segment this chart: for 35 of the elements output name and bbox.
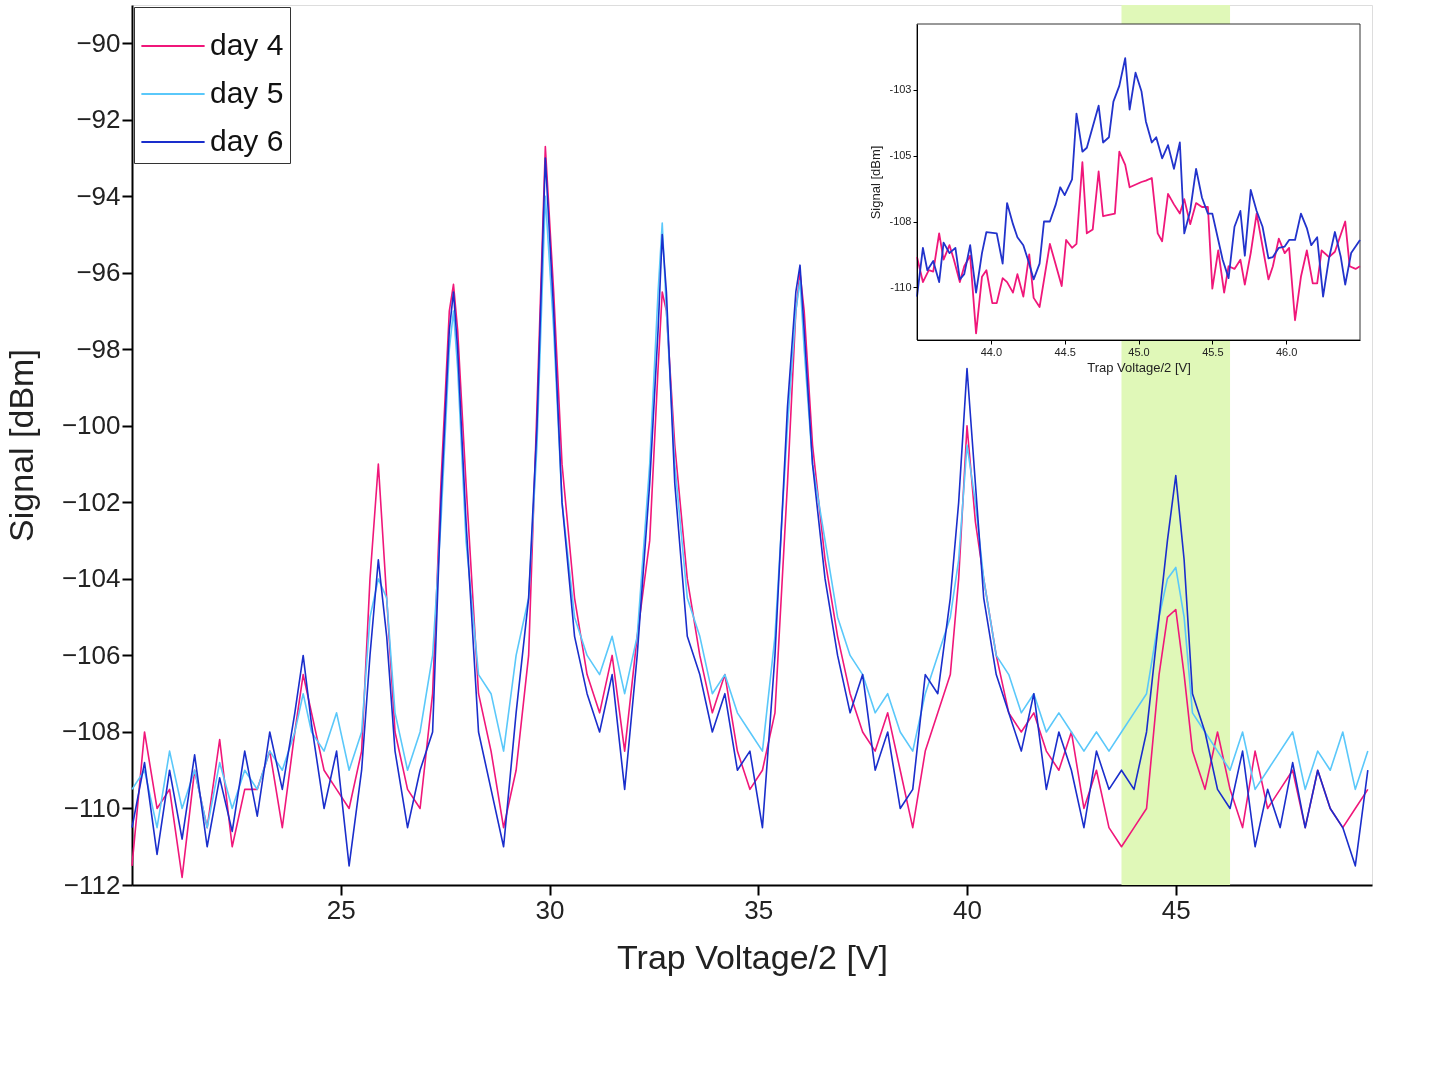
x-tick-label: 46.0 xyxy=(1275,345,1298,358)
x-axis-title: Trap Voltage/2 [V] xyxy=(617,937,888,976)
legend-label: day 4 xyxy=(210,28,284,61)
y-axis-title: Signal [dBm] xyxy=(868,145,884,220)
legend-label: day 6 xyxy=(210,124,284,157)
x-tick-label: 45.0 xyxy=(1128,345,1150,358)
x-tick-label: 40 xyxy=(953,894,982,925)
legend-label: day 5 xyxy=(210,76,284,109)
y-tick-label: −112 xyxy=(63,869,121,900)
y-axis-title: Signal [dBm] xyxy=(1,349,40,542)
x-tick-label: 35 xyxy=(744,894,774,925)
y-tick-label: -103 xyxy=(889,83,912,96)
x-tick-label: 45.5 xyxy=(1202,345,1224,358)
line-series xyxy=(916,57,1361,298)
y-tick-label: −104 xyxy=(61,563,121,594)
y-tick-label: −102 xyxy=(61,486,121,517)
y-tick-label: −106 xyxy=(61,639,121,670)
y-tick-label: −98 xyxy=(76,333,121,364)
y-tick-label: −100 xyxy=(61,410,121,441)
x-axis-title: Trap Voltage/2 [V] xyxy=(1087,359,1191,375)
y-tick-label: −92 xyxy=(76,104,121,135)
y-tick-label: −96 xyxy=(76,257,121,288)
y-tick-label: −108 xyxy=(61,716,121,747)
x-tick-label: 44.0 xyxy=(980,345,1003,358)
y-tick-label: −94 xyxy=(76,180,121,211)
y-tick-label: −90 xyxy=(76,27,121,58)
line-series xyxy=(916,150,1361,335)
x-tick-label: 25 xyxy=(326,894,356,925)
x-tick-label: 44.5 xyxy=(1054,345,1076,358)
y-tick-label: -105 xyxy=(889,149,912,162)
y-tick-label: -108 xyxy=(889,215,912,227)
x-tick-label: 30 xyxy=(535,894,565,925)
x-tick-label: 45 xyxy=(1161,894,1191,925)
y-tick-label: -110 xyxy=(890,280,912,293)
y-tick-label: −110 xyxy=(63,792,121,823)
